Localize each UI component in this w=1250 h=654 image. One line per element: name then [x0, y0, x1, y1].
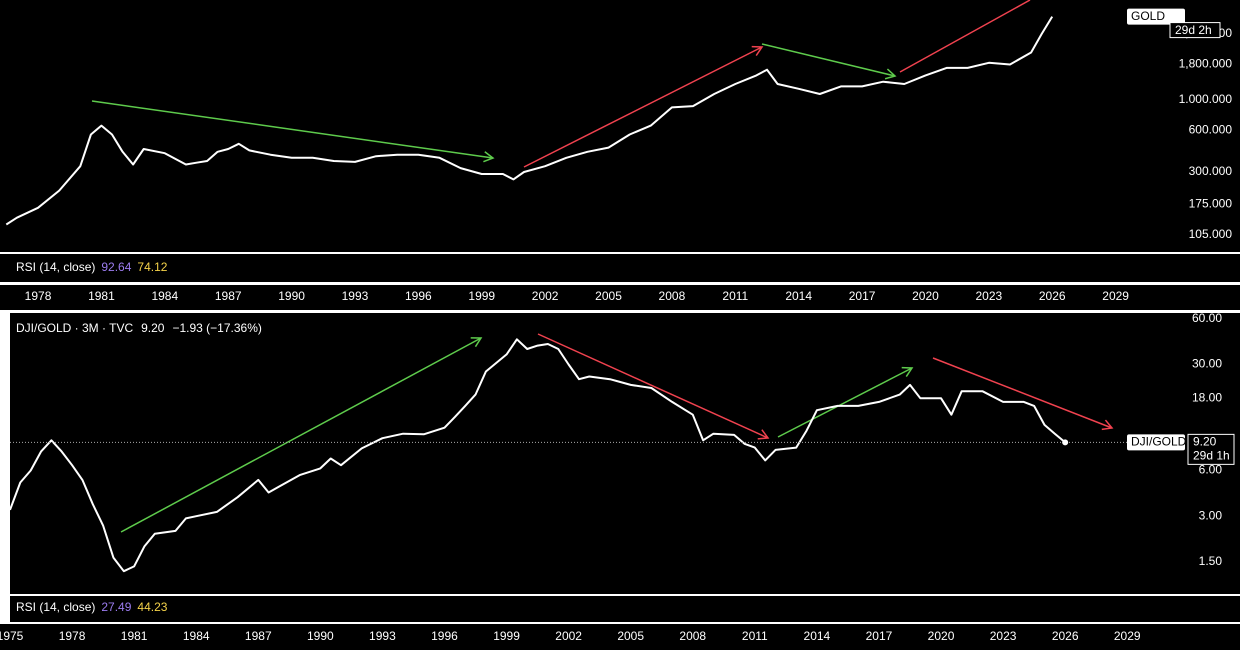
x-tick-label: 2020 — [912, 289, 939, 303]
last-point — [1062, 439, 1069, 446]
arrow — [899, 0, 1031, 73]
price-label: 9.20 — [1193, 435, 1217, 449]
x-tick-label: 2020 — [928, 629, 955, 643]
x-tick-label: 2023 — [990, 629, 1017, 643]
indicator-value: 74.12 — [137, 260, 167, 274]
legend-price: 9.20 — [141, 321, 165, 335]
x-tick-label: 1984 — [151, 289, 178, 303]
symbol-label-box — [1127, 434, 1185, 451]
arrow — [120, 337, 483, 533]
arrow — [932, 357, 1114, 431]
arrow — [523, 45, 764, 168]
legend-change: −1.93 (−17.36%) — [172, 321, 261, 335]
x-tick-label: 1984 — [183, 629, 210, 643]
bottom-time-axis — [0, 624, 1240, 650]
top-panel — [0, 0, 1240, 252]
legend-title: DJI/GOLD · 3M · TVC — [16, 321, 133, 335]
x-tick-label: 1999 — [468, 289, 495, 303]
y-tick-label: 1,800.000 — [1179, 57, 1233, 71]
x-tick-label: 2029 — [1114, 629, 1141, 643]
x-tick-label: 1993 — [342, 289, 369, 303]
countdown: 29d 2h — [1175, 23, 1212, 37]
arrow — [91, 100, 495, 163]
x-tick-label: 1999 — [493, 629, 520, 643]
x-tick-label: 2023 — [976, 289, 1003, 303]
x-tick-label: 2029 — [1102, 289, 1129, 303]
x-tick-label: 2026 — [1052, 629, 1079, 643]
price-line — [5, 16, 1054, 226]
x-tick-label: 2014 — [804, 629, 831, 643]
price-line — [10, 338, 1066, 573]
y-tick-label: 30.00 — [1192, 357, 1222, 371]
price-label-box — [1187, 433, 1235, 465]
x-tick-label: 2026 — [1039, 289, 1066, 303]
indicator-value: 44.23 — [137, 600, 167, 614]
bottom-rsi-panel — [10, 596, 1240, 622]
countdown: 29d 1h — [1193, 449, 1230, 463]
arrow — [761, 43, 897, 80]
arrow — [537, 333, 770, 440]
countdown-box — [1169, 22, 1221, 39]
indicator-value: 27.49 — [101, 600, 131, 614]
symbol-label: GOLD — [1131, 9, 1165, 23]
symbol-label-box — [1127, 8, 1185, 25]
x-tick-label: 2017 — [849, 289, 876, 303]
x-tick-label: 1993 — [369, 629, 396, 643]
arrow — [777, 366, 914, 438]
x-tick-label: 2014 — [785, 289, 812, 303]
x-tick-label: 1990 — [278, 289, 305, 303]
x-tick-label: 2017 — [866, 629, 893, 643]
x-tick-label: 1987 — [215, 289, 242, 303]
x-tick-label: 2011 — [742, 629, 768, 643]
x-tick-label: 1990 — [307, 629, 334, 643]
x-tick-label: 1996 — [405, 289, 432, 303]
top-rsi-panel — [0, 254, 1240, 282]
y-tick-label: 6.00 — [1199, 463, 1223, 477]
y-tick-label: 105.000 — [1189, 227, 1233, 241]
y-tick-label: 60.00 — [1192, 311, 1222, 325]
y-tick-label: 1.50 — [1199, 554, 1223, 568]
x-tick-label: 1996 — [431, 629, 458, 643]
x-tick-label: 2002 — [555, 629, 582, 643]
x-tick-label: 1975 — [0, 629, 24, 643]
x-tick-label: 2005 — [617, 629, 644, 643]
trend-arrows — [91, 0, 1114, 533]
y-tick-label: 18.00 — [1192, 390, 1222, 404]
y-tick-label: 3.00 — [1199, 508, 1223, 522]
indicator-value: 92.64 — [101, 260, 131, 274]
x-tick-label: 1981 — [121, 629, 148, 643]
y-tick-label: 175.000 — [1189, 196, 1233, 210]
indicator-label: RSI (14, close) — [16, 600, 95, 614]
y-tick-label: 1.000.000 — [1179, 92, 1233, 106]
indicator-label: RSI (14, close) — [16, 260, 95, 274]
bottom-panel — [10, 313, 1240, 594]
x-tick-label: 1981 — [88, 289, 115, 303]
x-tick-label: 1987 — [245, 629, 272, 643]
y-tick-label: 300.000 — [1189, 164, 1233, 178]
x-tick-label: 2011 — [722, 289, 748, 303]
x-tick-label: 2002 — [532, 289, 559, 303]
x-tick-label: 2008 — [679, 629, 706, 643]
x-tick-label: 2005 — [595, 289, 622, 303]
y-tick-label: 600.000 — [1189, 123, 1233, 137]
x-tick-label: 2008 — [659, 289, 686, 303]
top-time-axis — [0, 285, 1240, 310]
x-tick-label: 1978 — [25, 289, 52, 303]
symbol-label: DJI/GOLD — [1131, 435, 1187, 449]
x-tick-label: 1978 — [59, 629, 86, 643]
